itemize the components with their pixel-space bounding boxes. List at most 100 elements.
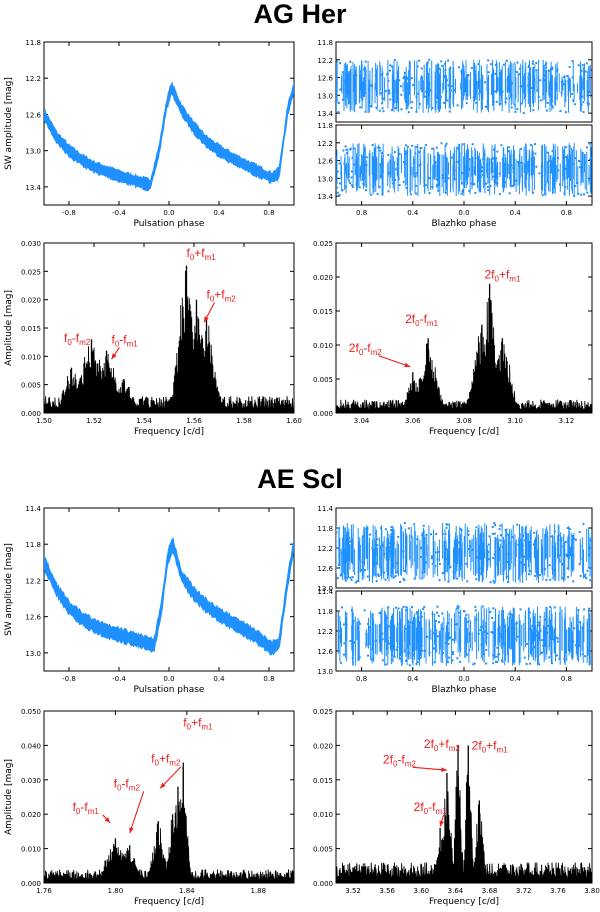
data-point [479, 176, 482, 179]
data-point [486, 632, 489, 635]
data-point [366, 527, 369, 530]
data-point [447, 84, 450, 87]
data-point [354, 581, 357, 584]
data-point [377, 573, 380, 576]
data-point [344, 185, 347, 188]
data-point [424, 184, 427, 187]
data-point [405, 101, 408, 104]
annotation-subscript: 0 [67, 338, 72, 347]
data-point [463, 610, 466, 613]
data-point [398, 184, 401, 187]
data-point [471, 548, 474, 551]
data-point [405, 150, 408, 153]
data-point [426, 635, 429, 638]
annotation-subscript: 0 [187, 722, 192, 731]
data-point [348, 179, 351, 182]
data-point [420, 146, 423, 149]
data-point [497, 653, 500, 656]
data-point [341, 71, 344, 74]
data-point [474, 191, 477, 194]
data-point [378, 146, 381, 149]
data-point [492, 654, 495, 657]
data-point [460, 71, 463, 74]
blazhko-scatter [336, 59, 591, 114]
data-point [165, 103, 168, 107]
data-point [454, 623, 457, 626]
data-point [351, 609, 354, 612]
data-point [358, 186, 361, 189]
data-point [117, 174, 121, 178]
data-point [581, 64, 584, 67]
data-point [344, 579, 347, 582]
data-point [464, 640, 467, 643]
annotation-subscript: m1 [435, 807, 447, 816]
data-point [556, 68, 559, 71]
data-point [487, 551, 490, 554]
data-point [444, 641, 447, 644]
annotation-arrowhead [160, 782, 166, 789]
data-point [545, 66, 548, 69]
data-point [536, 634, 539, 637]
data-point [414, 175, 417, 178]
data-point [512, 164, 515, 167]
annotation-subscript: 0 [393, 759, 398, 768]
data-point [446, 523, 449, 526]
data-point [371, 143, 374, 146]
data-point [496, 176, 499, 179]
data-point [355, 183, 358, 186]
data-point [537, 624, 540, 627]
ytick-label: 11.4 [25, 505, 41, 513]
ytick-label: 0.005 [313, 376, 333, 384]
data-point [502, 642, 505, 645]
data-point [434, 161, 437, 164]
data-point [558, 657, 561, 660]
data-point [442, 101, 445, 104]
data-point [376, 538, 379, 541]
annotation-term: -f [428, 800, 436, 814]
data-point [389, 64, 392, 67]
data-point [348, 537, 351, 540]
data-point [456, 160, 459, 163]
data-point [381, 543, 384, 546]
annotation-subscript: m2 [405, 759, 417, 768]
data-point [436, 611, 439, 614]
annotation-subscript: 0 [359, 348, 364, 357]
data-point [522, 534, 525, 537]
data-point [366, 575, 369, 578]
data-point [448, 110, 451, 113]
ytick-label: 12.6 [317, 565, 333, 573]
ytick-label: 12.6 [317, 158, 333, 166]
data-point [436, 635, 439, 638]
data-point [497, 628, 500, 631]
data-point [489, 610, 492, 613]
peak-annotation: 2f0-fm1 [414, 800, 447, 816]
data-point [44, 560, 46, 564]
data-point [382, 110, 385, 113]
data-point [505, 59, 508, 62]
annotation-term: f [183, 715, 187, 729]
data-point [411, 101, 414, 104]
data-point [420, 67, 423, 70]
data-point [491, 532, 494, 535]
data-point [508, 192, 511, 195]
data-point [523, 563, 526, 566]
data-point [514, 179, 517, 182]
ytick-label: 12.2 [317, 628, 333, 636]
data-point [341, 606, 344, 609]
data-point [524, 531, 527, 534]
xtick-label: 0.0 [163, 209, 174, 217]
data-point [553, 530, 556, 533]
data-point [550, 629, 553, 632]
data-point [387, 190, 390, 193]
data-point [192, 592, 196, 596]
data-point [391, 658, 394, 661]
data-point [552, 181, 555, 184]
plot-area [44, 80, 294, 192]
data-point [528, 611, 531, 614]
data-point [388, 92, 391, 95]
data-point [429, 533, 432, 536]
ytick-label: 11.8 [25, 541, 41, 549]
data-point [539, 99, 542, 102]
data-point [535, 165, 538, 168]
data-point [369, 533, 372, 536]
